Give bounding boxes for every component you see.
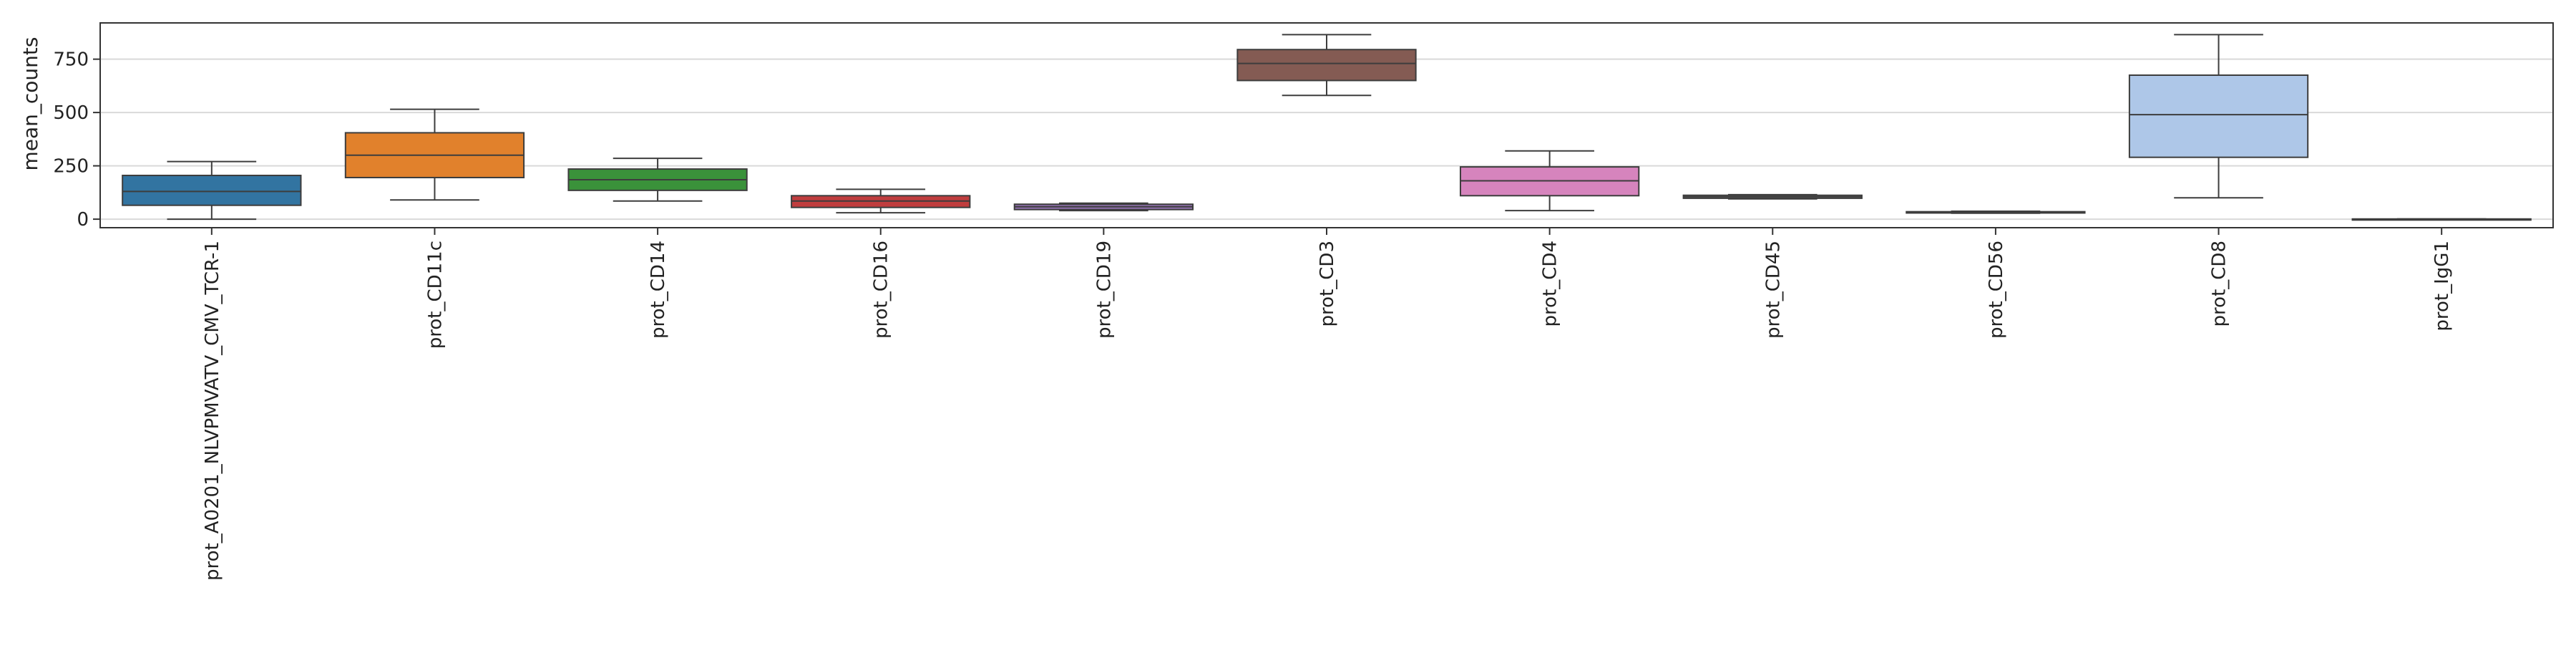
x-tick-label: prot_A0201_NLVPMVATV_CMV_TCR-1 — [202, 241, 223, 581]
box-body — [2128, 74, 2309, 158]
y-tick-label: 250 — [53, 156, 89, 178]
x-tick-label: prot_CD11c — [424, 241, 446, 349]
y-axis-label: mean_counts — [19, 37, 42, 171]
box-layer — [122, 34, 2532, 221]
x-tick-label: prot_CD56 — [1986, 241, 2007, 339]
x-tick-label: prot_CD16 — [871, 241, 892, 339]
box-prot_CD11c — [344, 108, 525, 201]
y-tick-label: 0 — [77, 209, 89, 231]
box-body — [122, 175, 302, 206]
x-tick-label: prot_CD14 — [648, 241, 669, 339]
box-prot_CD14 — [567, 158, 748, 202]
x-tick-label: prot_CD45 — [1762, 241, 1784, 339]
x-axis-ticks: prot_A0201_NLVPMVATV_CMV_TCR-1 prot_CD11c… — [202, 228, 2453, 581]
box-body — [1236, 49, 1417, 82]
y-tick-label: 500 — [53, 102, 89, 124]
box-prot_CD8 — [2128, 34, 2309, 199]
y-axis-ticks: 0 250 500 750 — [53, 49, 100, 231]
box-prot_CD45 — [1682, 193, 1863, 200]
x-tick-label: prot_CD8 — [2209, 241, 2230, 327]
x-tick-label: prot_CD19 — [1093, 241, 1115, 339]
x-tick-label: prot_CD3 — [1317, 241, 1338, 327]
box-prot_CD16 — [791, 188, 971, 214]
y-tick-label: 750 — [53, 49, 89, 71]
box-prot_CD3 — [1236, 34, 1417, 97]
box-prot_CD56 — [1906, 211, 2086, 214]
box-prot_CD4 — [1459, 150, 1640, 212]
box-prot_IgG1 — [2351, 218, 2532, 221]
box-prot_A0201_NLVPMVATV_CMV_TCR-1 — [122, 160, 302, 221]
x-tick-label: prot_CD4 — [1540, 241, 1561, 327]
box-prot_CD19 — [1013, 202, 1194, 212]
x-tick-label: prot_IgG1 — [2431, 241, 2453, 332]
